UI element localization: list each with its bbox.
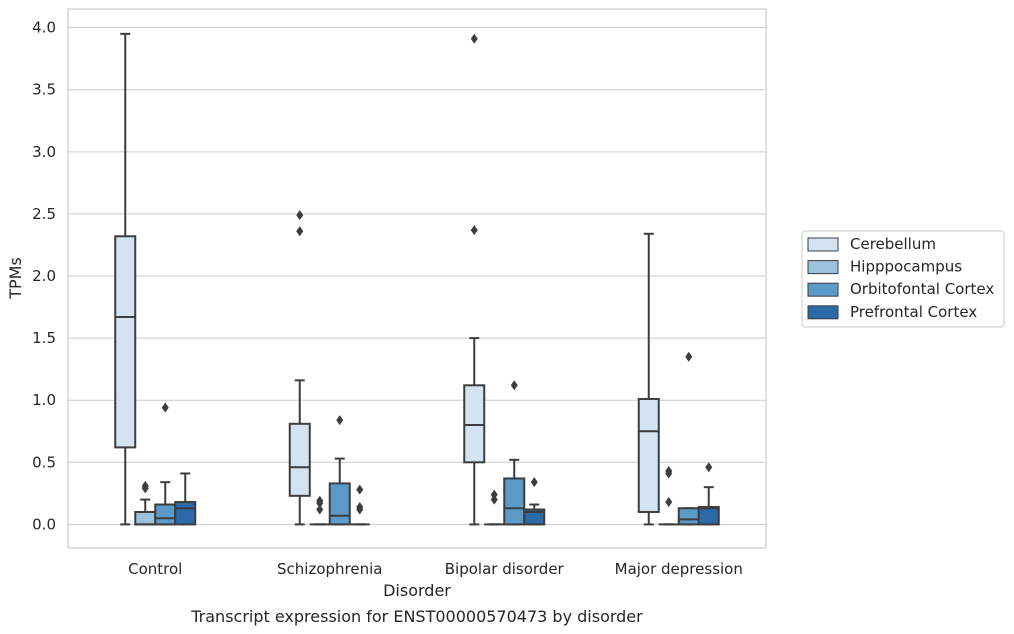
legend-swatch (807, 260, 839, 275)
outlier-point (530, 477, 538, 488)
outlier-point (356, 484, 364, 495)
y-tick-label: 3.0 (32, 143, 56, 161)
box-body (503, 477, 526, 526)
box-0-1 (288, 210, 311, 526)
box-groups (114, 32, 720, 526)
legend-swatch (807, 282, 839, 297)
box-body (114, 235, 137, 449)
outlier-point (665, 497, 673, 508)
y-tick-label: 4.0 (32, 19, 56, 37)
legend-label: Hipppocampus (850, 258, 962, 276)
y-tick-labels: 0.0 0.5 1.0 1.5 2.0 2.5 3.0 3.5 4.0 (32, 19, 56, 534)
box-0-3 (637, 232, 660, 526)
y-tick-label: 0.5 (32, 453, 56, 471)
y-tick-label: 1.5 (32, 329, 56, 347)
y-tick-label: 0.0 (32, 515, 56, 533)
box-body (154, 503, 177, 526)
outlier-point (316, 504, 324, 515)
box-body (637, 397, 660, 513)
outlier-point (336, 415, 344, 426)
box-body (134, 510, 157, 526)
plot-frame (67, 8, 767, 549)
x-tick-label: Control (128, 560, 182, 578)
y-tick-label: 2.0 (32, 267, 56, 285)
legend-label: Prefrontal Cortex (850, 303, 977, 321)
y-axis-label: TPMs (6, 257, 25, 300)
x-tick-label: Major depression (615, 560, 743, 578)
y-tick-label: 2.5 (32, 205, 56, 223)
legend-frame (801, 230, 1005, 328)
legend-swatch (807, 237, 839, 252)
legend: Cerebellum Hipppocampus Orbitofontal Corte… (801, 230, 1005, 328)
legend-swatch (807, 305, 839, 320)
outlier-point (685, 351, 693, 362)
outlier-point (141, 483, 149, 494)
box-1-2 (484, 489, 505, 526)
x-tick-label: Bipolar disorder (445, 560, 565, 578)
legend-label: Orbitofontal Cortex (850, 280, 994, 298)
box-body (677, 507, 700, 526)
outlier-point (510, 380, 518, 391)
box-body (463, 384, 486, 464)
y-tick-label: 1.0 (32, 391, 56, 409)
box-body (697, 506, 720, 526)
box-body (174, 501, 197, 526)
box-3-0 (174, 472, 197, 526)
box-body (288, 422, 311, 497)
outlier-point (356, 504, 364, 515)
outlier-point (161, 402, 169, 413)
box-body (328, 482, 351, 526)
outlier-point (665, 468, 673, 479)
outlier-point (296, 226, 304, 237)
outlier-point (316, 498, 324, 509)
outlier-point (470, 225, 478, 236)
outlier-point (490, 494, 498, 505)
box-1-0 (134, 480, 157, 526)
box-0-0 (114, 32, 137, 526)
box-3-1 (349, 484, 370, 526)
box-2-1 (328, 415, 351, 526)
box-1-3 (658, 466, 679, 526)
outlier-point (296, 210, 304, 221)
box-2-2 (503, 380, 526, 526)
box-2-0 (154, 402, 177, 526)
legend-label: Cerebellum (850, 235, 936, 253)
box-1-1 (309, 495, 330, 526)
outlier-point (470, 33, 478, 44)
box-3-2 (523, 477, 546, 526)
x-axis-label: Disorder (383, 581, 451, 600)
x-tick-label: Schizophrenia (277, 560, 382, 578)
chart-caption: Transcript expression for ENST0000057047… (190, 607, 643, 626)
y-tick-label: 3.5 (32, 81, 56, 99)
box-3-3 (697, 462, 720, 526)
x-tick-labels: Control Schizophrenia Bipolar disorder Majo… (128, 560, 743, 578)
box-body (523, 508, 546, 526)
box-0-2 (463, 33, 486, 526)
outlier-point (705, 462, 713, 473)
